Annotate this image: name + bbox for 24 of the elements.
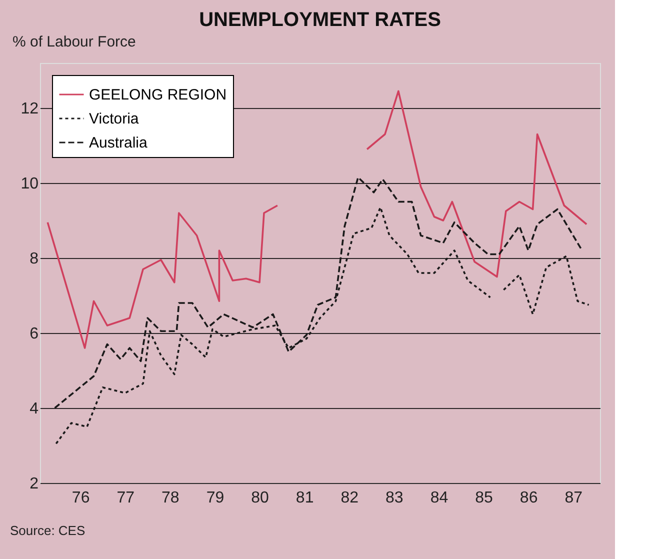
x-tick-label: 81 xyxy=(296,490,314,506)
y-tick-label: 6 xyxy=(30,326,39,342)
y-tick-label: 8 xyxy=(30,250,39,268)
x-tick-label: 79 xyxy=(206,490,224,506)
x-tick-label: 85 xyxy=(475,490,494,506)
x-tick-label: 76 xyxy=(72,490,90,506)
chart-title: UNEMPLOYMENT RATES xyxy=(199,9,441,31)
x-tick-label: 78 xyxy=(162,490,180,506)
x-tick-label: 83 xyxy=(386,490,404,506)
x-tick-label: 82 xyxy=(340,490,359,506)
x-tick-label: 84 xyxy=(430,490,448,506)
y-tick-label: 10 xyxy=(20,176,39,192)
legend-label: Australia xyxy=(89,134,148,152)
y-tick-label: 4 xyxy=(30,400,39,418)
legend-label: Victoria xyxy=(89,110,140,128)
y-axis-title: % of Labour Force xyxy=(12,34,136,50)
x-tick-label: 80 xyxy=(251,490,270,506)
y-tick-label: 12 xyxy=(20,100,39,118)
x-tick-label: 87 xyxy=(564,490,583,506)
x-tick-label: 86 xyxy=(520,490,538,506)
x-tick-label: 77 xyxy=(116,490,135,506)
y-tick-label: 2 xyxy=(30,476,39,492)
source-note: Source: CES xyxy=(10,523,86,538)
legend-label: GEELONG REGION xyxy=(89,86,227,104)
